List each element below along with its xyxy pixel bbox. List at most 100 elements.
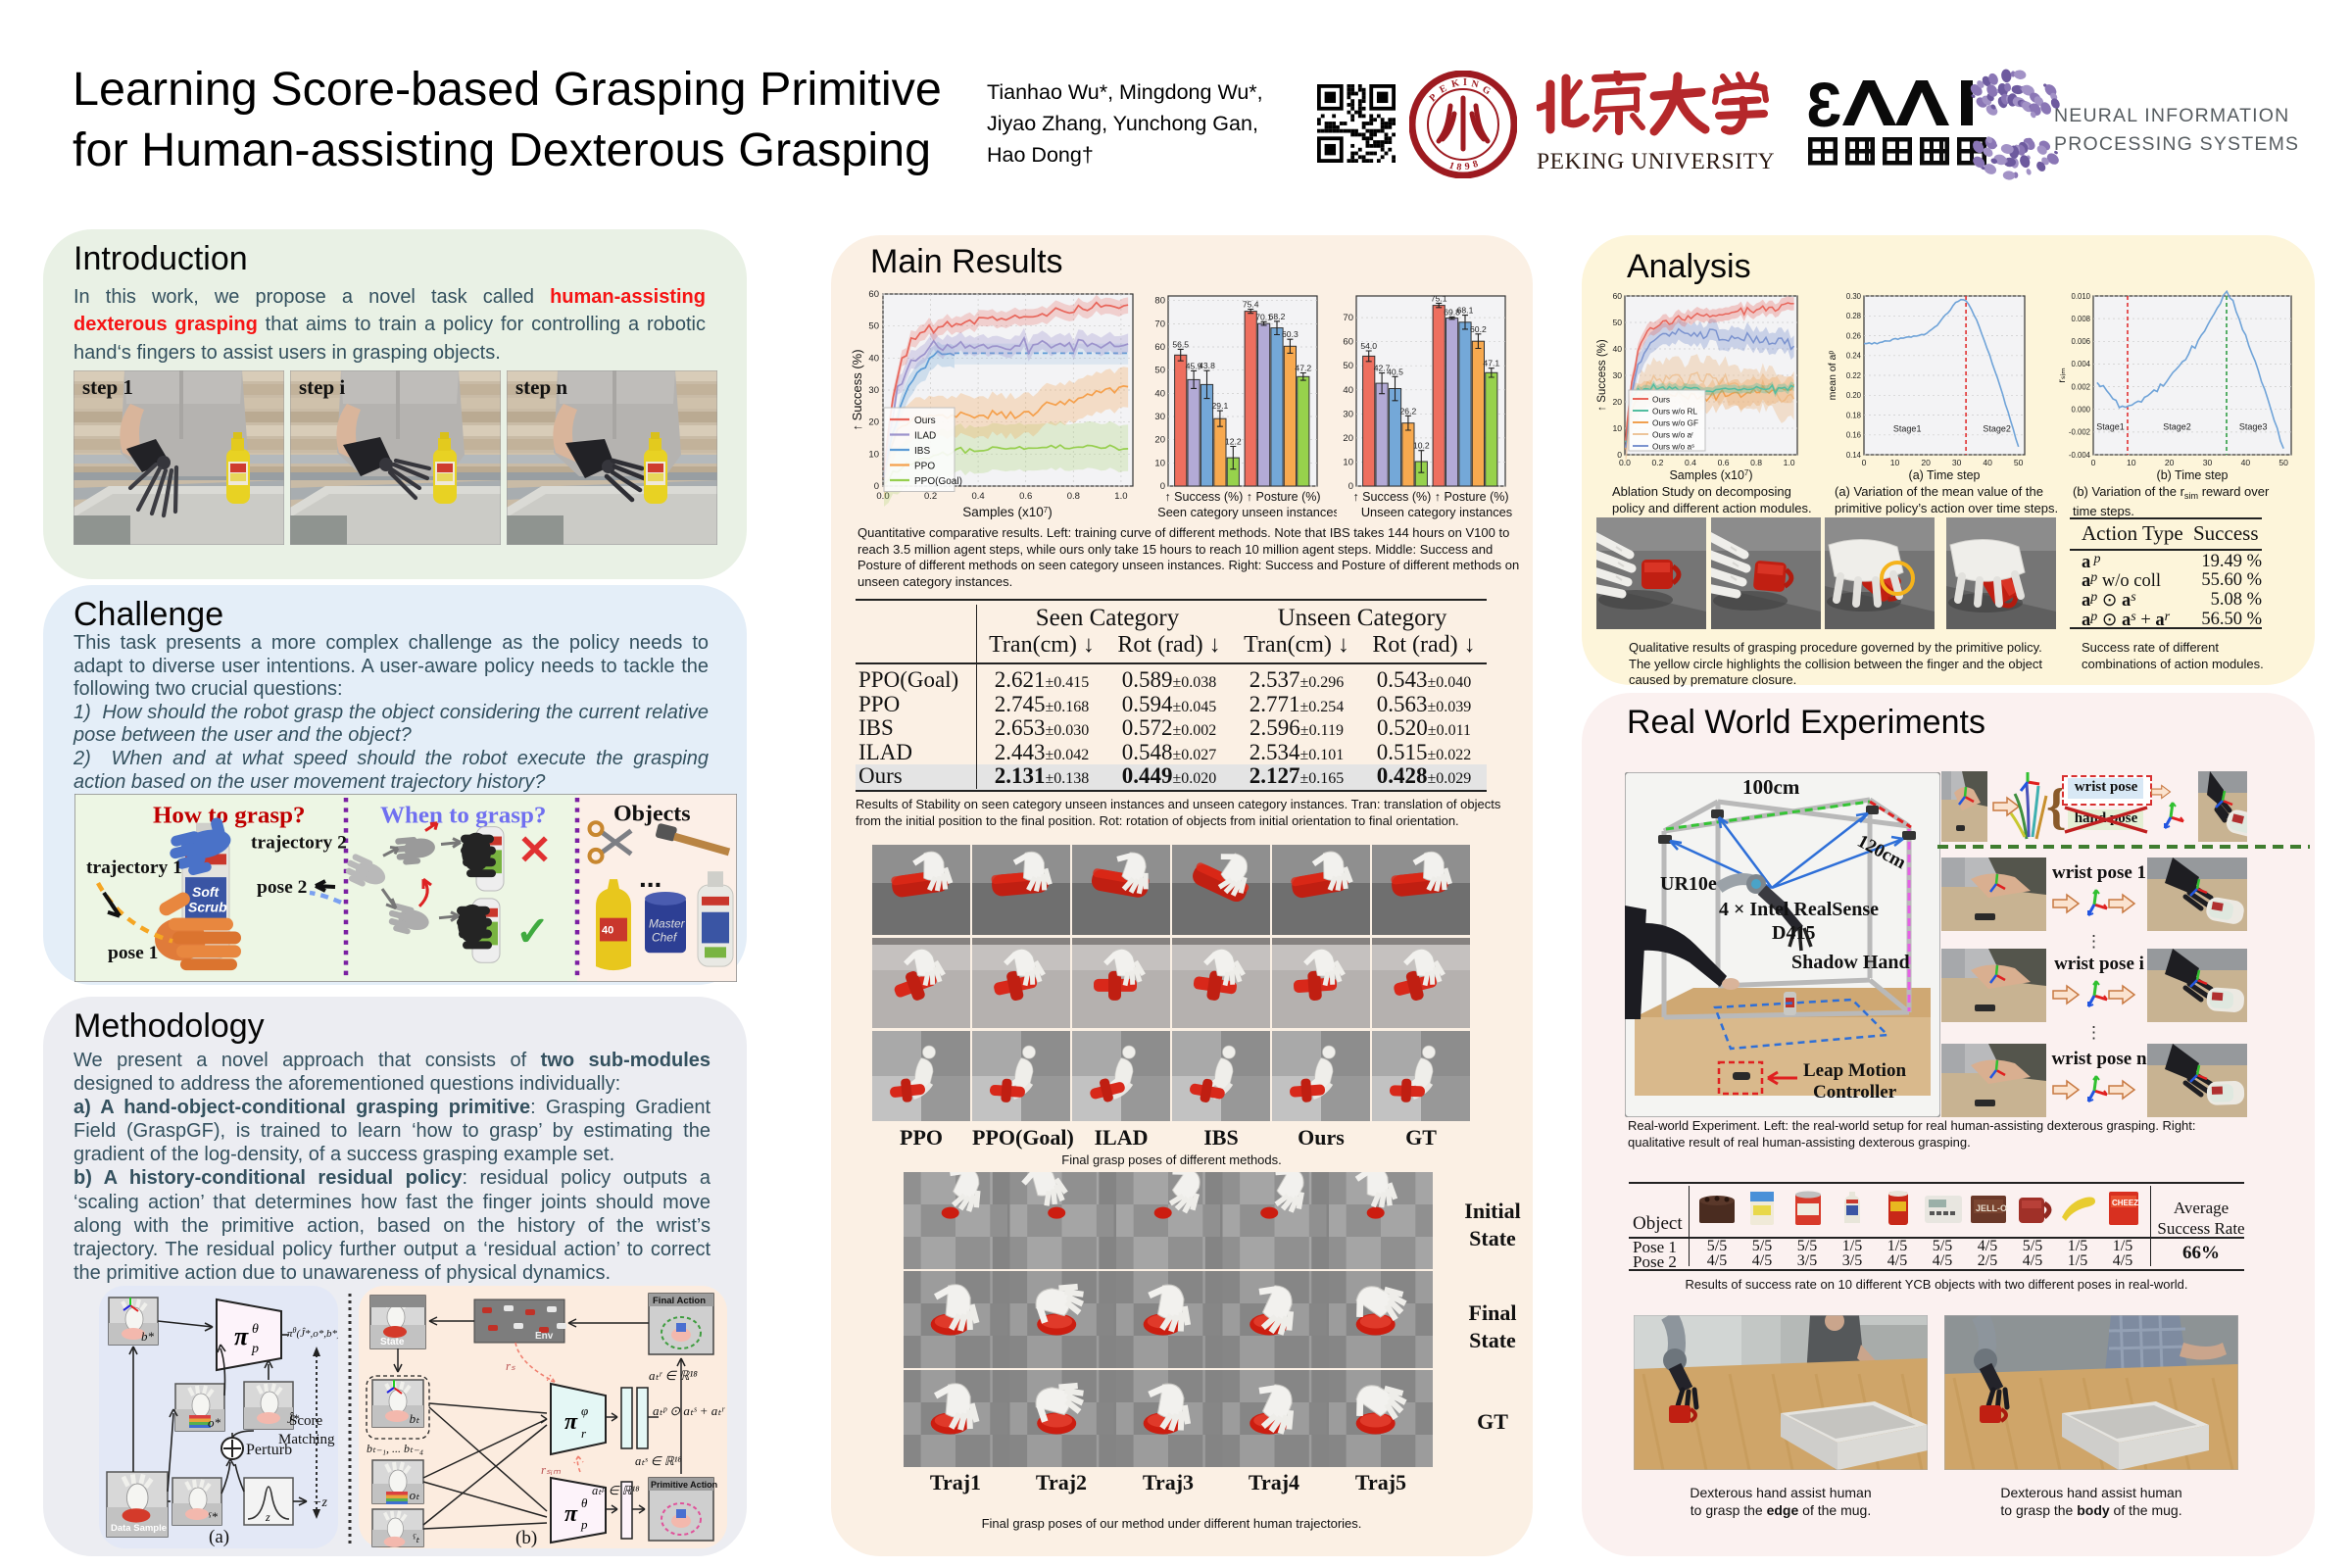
- svg-text:oₜ: oₜ: [410, 1488, 421, 1502]
- svg-text:20: 20: [2165, 458, 2175, 467]
- svg-text:Unseen category instances: Unseen category instances: [1361, 505, 1512, 519]
- svg-text:PPO: PPO: [914, 462, 935, 472]
- svg-text:...: ...: [639, 862, 662, 893]
- svg-text:Chef: Chef: [652, 930, 678, 944]
- svg-text:70: 70: [1343, 313, 1353, 323]
- svg-text:43.8: 43.8: [1199, 361, 1215, 370]
- svg-text:40: 40: [1983, 458, 1992, 467]
- svg-text:Ours: Ours: [1652, 395, 1670, 405]
- svg-text:Ĵ*: Ĵ*: [287, 1411, 300, 1426]
- svg-text:aₜᵖ ⊙ aₜˢ + aₜʳ: aₜᵖ ⊙ aₜˢ + aₜʳ: [653, 1403, 725, 1418]
- svg-text:rₛᵢₘ: rₛᵢₘ: [2056, 368, 2068, 383]
- svg-text:θ: θ: [252, 1322, 259, 1337]
- svg-text:10: 10: [1890, 458, 1900, 467]
- svg-text:30: 30: [2203, 458, 2213, 467]
- svg-text:45.9: 45.9: [1186, 361, 1202, 370]
- svg-text:68.2: 68.2: [1269, 312, 1286, 321]
- svg-text:29.1: 29.1: [1212, 401, 1229, 411]
- svg-text:9: 9: [1464, 162, 1470, 172]
- svg-text:60.3: 60.3: [1282, 329, 1298, 339]
- svg-text:o*: o*: [208, 1415, 221, 1430]
- svg-text:Data Sample: Data Sample: [111, 1523, 167, 1534]
- svg-text:ˁₜ: ˁₜ: [413, 1531, 421, 1545]
- svg-text:↑ Success (%) ↑ Posture (%): ↑ Success (%) ↑ Posture (%): [1352, 490, 1508, 504]
- svg-text:Master: Master: [649, 917, 686, 931]
- svg-text:0: 0: [1617, 450, 1622, 460]
- svg-text:40: 40: [1343, 385, 1353, 396]
- svg-text:60: 60: [868, 289, 879, 300]
- svg-text:PROCESSING SYSTEMS: PROCESSING SYSTEMS: [2054, 133, 2299, 155]
- svg-text:20: 20: [1612, 397, 1622, 407]
- svg-text:10: 10: [2127, 458, 2136, 467]
- svg-text:Scrub: Scrub: [188, 900, 227, 915]
- svg-text:30: 30: [1612, 370, 1622, 380]
- svg-text:1.0: 1.0: [1784, 458, 1795, 467]
- svg-text:Final Action: Final Action: [653, 1296, 706, 1306]
- svg-text:-0.004: -0.004: [2069, 451, 2091, 460]
- svg-text:(a): (a): [209, 1527, 229, 1547]
- svg-text:50: 50: [1343, 361, 1353, 371]
- svg-text:PEKING UNIVERSITY: PEKING UNIVERSITY: [1537, 149, 1775, 174]
- svg-text:50: 50: [868, 321, 879, 332]
- svg-text:20: 20: [1921, 458, 1931, 467]
- svg-text:(b) Time step: (b) Time step: [2157, 468, 2229, 482]
- svg-text:1: 1: [1447, 160, 1455, 172]
- svg-text:trajectory 1: trajectory 1: [86, 858, 182, 878]
- svg-text:bₜ₋₁, ... bₜ₋₄: bₜ₋₁, ... bₜ₋₄: [367, 1442, 423, 1455]
- svg-text:Primitive Action: Primitive Action: [651, 1480, 717, 1490]
- svg-text:30: 30: [1952, 458, 1962, 467]
- svg-text:aₜˢ ∈ ℝ¹⁸: aₜˢ ∈ ℝ¹⁸: [635, 1454, 682, 1468]
- svg-text:75.1: 75.1: [1431, 293, 1447, 303]
- svg-text:ˁ*: ˁ*: [208, 1509, 219, 1524]
- svg-text:8: 8: [1472, 159, 1480, 171]
- svg-text:−z: −z: [313, 1495, 327, 1510]
- svg-text:30: 30: [1343, 409, 1353, 419]
- svg-text:0.24: 0.24: [1846, 352, 1862, 361]
- svg-text:NEURAL INFORMATION: NEURAL INFORMATION: [2054, 105, 2289, 126]
- svg-text:Stage3: Stage3: [2239, 422, 2268, 432]
- svg-text:47.2: 47.2: [1295, 364, 1311, 373]
- svg-text:rₛᵢₘ: rₛᵢₘ: [541, 1462, 562, 1477]
- svg-text:bₜ: bₜ: [410, 1411, 421, 1426]
- svg-text:0.8: 0.8: [1067, 491, 1080, 502]
- svg-text:JELL-O: JELL-O: [1976, 1203, 2007, 1213]
- svg-text:40: 40: [602, 925, 613, 937]
- svg-text:step 1: step 1: [82, 375, 133, 399]
- svg-text:Ours w/o aˢ: Ours w/o aˢ: [1652, 442, 1694, 452]
- svg-text:10.2: 10.2: [1413, 441, 1430, 451]
- svg-text:30: 30: [868, 385, 879, 396]
- svg-text:aₜʳ ∈ ℝ¹⁸: aₜʳ ∈ ℝ¹⁸: [649, 1368, 698, 1383]
- svg-text:E: E: [1438, 83, 1448, 96]
- svg-text:20: 20: [1343, 433, 1353, 444]
- svg-text:0: 0: [874, 481, 879, 492]
- svg-text:Env: Env: [535, 1331, 554, 1342]
- svg-text:I: I: [1463, 77, 1467, 88]
- svg-text:1.0: 1.0: [1114, 491, 1127, 502]
- svg-text:3: 3: [1806, 78, 1841, 140]
- svg-text:✕: ✕: [517, 826, 552, 872]
- svg-text:✓: ✓: [515, 908, 550, 955]
- svg-text:0.14: 0.14: [1846, 451, 1862, 460]
- svg-text:Stage2: Stage2: [1983, 424, 2011, 434]
- svg-text:D415: D415: [1772, 922, 1815, 944]
- svg-text:ILAD: ILAD: [914, 431, 936, 442]
- svg-text:State: State: [380, 1337, 405, 1348]
- svg-text:0.002: 0.002: [2071, 382, 2090, 391]
- svg-text:75.4: 75.4: [1243, 300, 1259, 310]
- svg-text:rₛ: rₛ: [506, 1358, 515, 1373]
- svg-text:P: P: [1428, 92, 1440, 104]
- svg-text:PPO(Goal): PPO(Goal): [914, 476, 962, 487]
- svg-text:40: 40: [2241, 458, 2251, 467]
- svg-text:Objects: Objects: [613, 802, 691, 827]
- svg-text:Seen category unseen instances: Seen category unseen instances: [1157, 505, 1337, 519]
- svg-text:40: 40: [1612, 344, 1622, 354]
- svg-text:20: 20: [1154, 435, 1165, 446]
- svg-text:π: π: [564, 1409, 578, 1435]
- svg-text:0: 0: [1160, 481, 1165, 492]
- svg-text:0.8: 0.8: [1750, 458, 1762, 467]
- svg-text:Score: Score: [289, 1413, 322, 1429]
- svg-text:10: 10: [1154, 458, 1165, 468]
- svg-text:-0.002: -0.002: [2069, 428, 2090, 437]
- svg-text:Ours w/o GF: Ours w/o GF: [1652, 418, 1698, 428]
- svg-text:↑ Success (%): ↑ Success (%): [1596, 339, 1608, 412]
